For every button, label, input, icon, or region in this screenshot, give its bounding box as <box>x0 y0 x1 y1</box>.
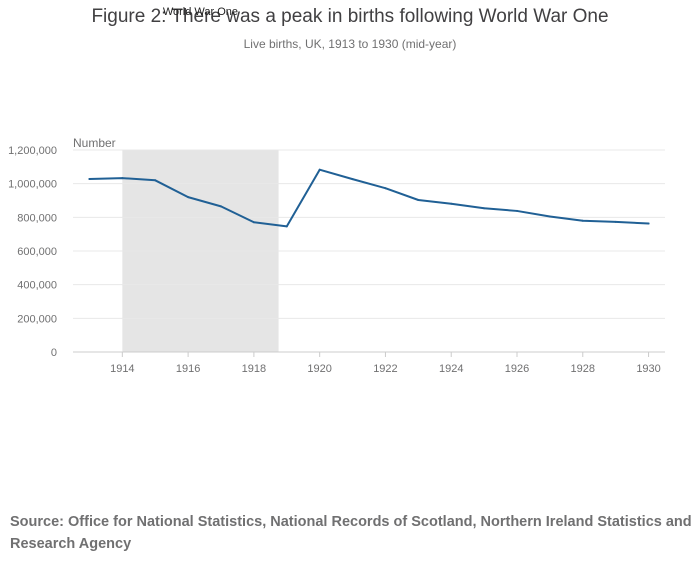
data-point[interactable] <box>187 196 190 199</box>
y-tick-label: 1,200,000 <box>8 145 57 157</box>
x-tick-label: 1918 <box>242 363 266 375</box>
data-point[interactable] <box>548 215 551 218</box>
data-point[interactable] <box>614 220 617 223</box>
data-point[interactable] <box>417 198 420 201</box>
source-note: Source: Office for National Statistics, … <box>10 514 692 552</box>
y-tick-label: 800,000 <box>17 212 57 224</box>
chart-subtitle: Live births, UK, 1913 to 1930 (mid-year) <box>243 37 457 51</box>
chart-title: Figure 2: There was a peak in births fol… <box>91 6 609 27</box>
data-point[interactable] <box>252 221 255 224</box>
x-tick-label: 1914 <box>110 363 134 375</box>
data-point[interactable] <box>581 219 584 222</box>
x-tick-label: 1928 <box>571 363 595 375</box>
data-point[interactable] <box>285 225 288 228</box>
y-tick-label: 600,000 <box>17 246 57 258</box>
x-tick-label: 1916 <box>176 363 200 375</box>
x-tick-label: 1924 <box>439 363 463 375</box>
x-tick-label: 1920 <box>307 363 331 375</box>
y-tick-label: 1,000,000 <box>8 179 57 191</box>
series-line <box>88 168 650 228</box>
x-axis-ticks: 1914 1916 1918 1920 1922 1924 1926 1928 1930 <box>110 352 661 375</box>
data-point[interactable] <box>88 177 91 180</box>
data-point[interactable] <box>121 177 124 180</box>
y-tick-label: 0 <box>51 347 57 359</box>
y-tick-label: 200,000 <box>17 313 57 325</box>
data-point[interactable] <box>351 178 354 181</box>
y-tick-label: 400,000 <box>17 280 57 292</box>
data-point[interactable] <box>220 205 222 208</box>
data-point[interactable] <box>483 207 486 210</box>
data-point[interactable] <box>318 168 321 171</box>
x-tick-label: 1930 <box>636 363 660 375</box>
data-point[interactable] <box>154 179 157 182</box>
y-axis-label: Number <box>73 136 116 150</box>
data-point[interactable] <box>647 222 650 225</box>
data-point[interactable] <box>384 187 387 190</box>
x-tick-label: 1922 <box>373 363 397 375</box>
y-axis-ticks: 0 200,000 400,000 600,000 800,000 1,000,000 1,… <box>8 145 57 359</box>
data-point[interactable] <box>516 209 518 212</box>
data-point[interactable] <box>450 202 453 205</box>
x-tick-label: 1926 <box>505 363 529 375</box>
annotation-label: World War One <box>163 6 238 18</box>
series-layer <box>88 168 650 228</box>
